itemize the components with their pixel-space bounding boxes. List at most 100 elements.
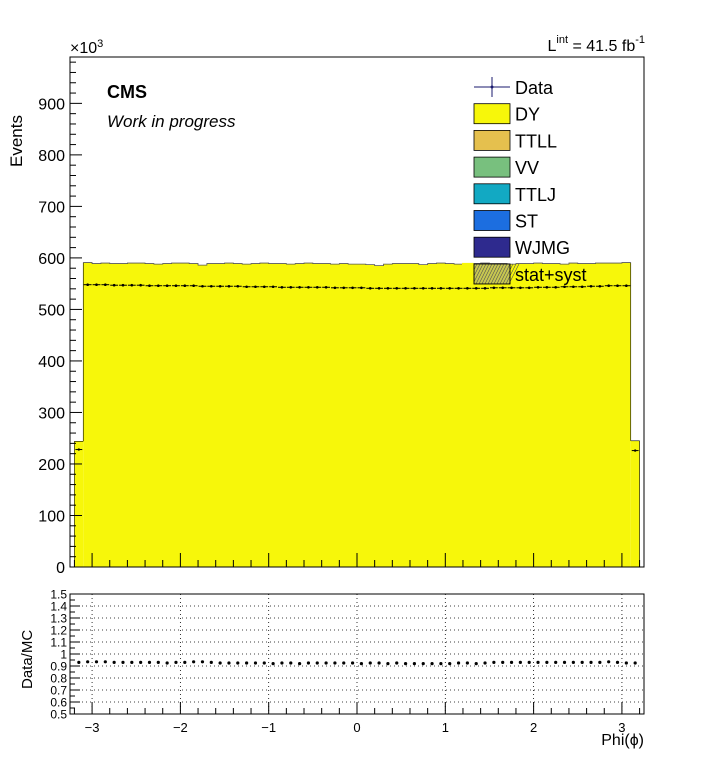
ratio-point — [580, 660, 584, 665]
data-point-marker — [404, 287, 407, 290]
ratio-y-axis-title: Data/MC — [19, 630, 36, 689]
data-point-marker — [483, 287, 487, 290]
ratio-point — [289, 661, 293, 665]
legend-swatch-ttll — [473, 129, 511, 151]
data-point-marker — [298, 285, 301, 289]
y-tick-label: 0 — [56, 560, 65, 577]
hatch-line — [505, 263, 517, 285]
ratio-y-tick-label: 1.2 — [50, 624, 67, 638]
legend-swatch-data — [490, 85, 494, 89]
ratio-point — [474, 662, 478, 666]
data-point-marker — [474, 287, 478, 290]
data-point-marker — [430, 287, 434, 290]
ratio-y-tick-label: 0.8 — [50, 672, 67, 686]
ratio-point — [147, 660, 152, 665]
legend-label: ST — [515, 212, 538, 232]
legend-swatch-st — [473, 210, 511, 231]
data-point-marker — [139, 283, 142, 287]
data-point-marker — [324, 285, 328, 289]
dy-bar-edge — [630, 440, 640, 567]
data-point-marker — [315, 285, 319, 289]
ratio-point — [86, 660, 90, 664]
y-tick-label: 800 — [38, 148, 65, 165]
data-point-marker — [333, 286, 337, 290]
hatch-line — [502, 263, 514, 285]
ratio-point — [377, 661, 381, 665]
data-point-marker — [519, 286, 522, 290]
legend-swatch-hatched — [463, 263, 520, 285]
data-point-marker — [130, 283, 134, 287]
ratio-point — [324, 661, 328, 665]
data-point-marker — [607, 284, 610, 288]
legend-label: DY — [515, 105, 540, 125]
legend-label: TTLL — [515, 131, 557, 151]
ratio-y-tick-label: 0.5 — [50, 708, 67, 722]
legend: Data DY TTLL VV TTLJ ST WJMG stat+syst — [462, 77, 587, 285]
hatch-line — [493, 263, 505, 285]
data-point-marker — [545, 285, 549, 289]
ratio-point — [465, 661, 469, 665]
data-point-marker — [421, 287, 425, 290]
data-point-marker — [492, 286, 496, 290]
data-point-marker — [598, 284, 602, 288]
legend-swatch-vv — [473, 156, 511, 178]
ratio-point — [562, 660, 567, 665]
ratio-point — [536, 660, 540, 665]
dy-bar — [83, 262, 631, 567]
stat-syst-outline — [83, 262, 631, 267]
ratio-point — [112, 660, 116, 665]
ratio-point — [342, 661, 346, 665]
data-point-marker — [280, 285, 284, 289]
legend-swatch-dy — [473, 103, 511, 125]
ratio-point — [509, 660, 514, 665]
data-point-marker — [183, 284, 187, 288]
y-tick-label: 700 — [38, 199, 65, 216]
ratio-point — [501, 660, 505, 665]
ratio-x-tick-label: −1 — [261, 720, 276, 735]
data-point-marker — [360, 286, 363, 290]
data-point-marker — [616, 284, 619, 288]
data-point-marker — [342, 286, 346, 290]
mc-stack-bars — [74, 262, 640, 567]
ratio-point — [245, 661, 249, 665]
ratio-axes: 0.50.60.70.80.911.11.21.31.41.5−3 −2 −1 0 1 2… — [50, 588, 641, 735]
stat-syst-band — [83, 262, 631, 267]
data-point-marker — [289, 285, 293, 289]
data-point-marker — [563, 285, 566, 289]
ratio-point — [395, 661, 399, 665]
legend-label: WJMG — [515, 238, 570, 258]
ratio-point — [280, 661, 284, 665]
data-point-marker — [633, 449, 637, 452]
hatch-line — [508, 263, 520, 285]
ratio-point — [209, 660, 213, 665]
hatch-line — [478, 263, 490, 285]
hatch-line — [490, 263, 502, 285]
legend-label: TTLJ — [515, 185, 556, 205]
data-point-marker — [536, 285, 540, 289]
ratio-point — [571, 660, 575, 665]
data-point-marker — [572, 285, 575, 289]
data-point-marker — [554, 285, 557, 289]
ratio-point — [554, 660, 558, 665]
ratio-point — [156, 660, 160, 665]
ratio-y-tick-label: 1.1 — [50, 636, 67, 650]
cms-label: CMS — [107, 82, 147, 102]
data-point-marker — [174, 284, 178, 288]
ratio-point — [598, 660, 602, 665]
ratio-point — [121, 660, 125, 665]
ratio-point — [624, 661, 628, 665]
legend-label: stat+syst — [515, 265, 587, 285]
ratio-point — [94, 660, 99, 664]
hatch-line — [472, 263, 484, 285]
y-axis-title: Events — [7, 115, 26, 167]
ratio-y-tick-label: 0.7 — [50, 684, 67, 698]
hatch-mask — [462, 262, 474, 285]
legend-swatch-border — [473, 263, 511, 285]
lumi-label: Lint = 41.5 fb-1 — [548, 34, 645, 55]
data-point-marker — [209, 284, 213, 288]
data-point-marker — [457, 287, 460, 290]
data-point-marker — [77, 448, 81, 451]
ratio-point — [192, 660, 196, 664]
ratio-point — [298, 662, 302, 666]
hatch-line — [496, 263, 508, 285]
